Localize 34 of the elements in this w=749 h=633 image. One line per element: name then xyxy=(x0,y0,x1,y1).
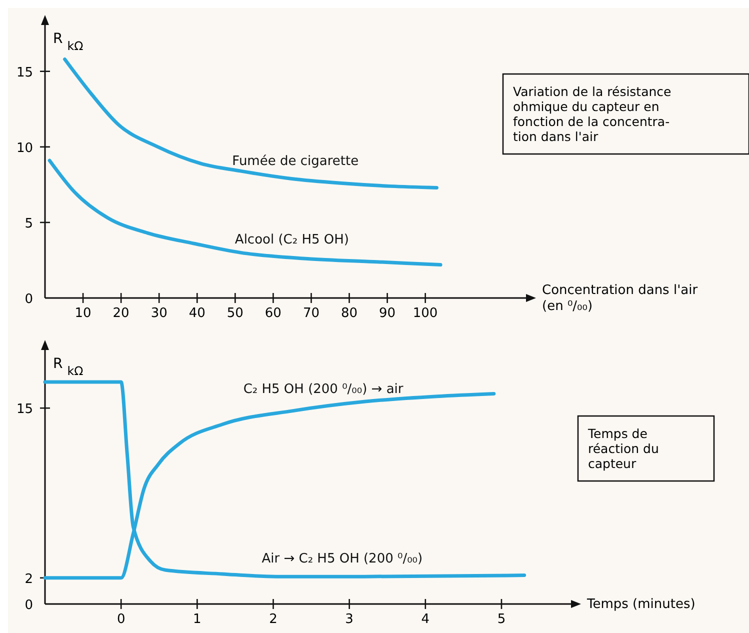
y-tick-label: 10 xyxy=(16,140,33,156)
series-label: C₂ H5 OH (200 ⁰/₀₀) → air xyxy=(243,382,404,397)
x-axis-title: Temps (minutes) xyxy=(586,597,696,612)
series-label: Alcool (C₂ H5 OH) xyxy=(234,232,349,248)
y-axis-title: R $_{kΩ}$ xyxy=(53,31,84,53)
x-tick-label: 0 xyxy=(116,612,126,627)
x-tick-label: 90 xyxy=(379,306,396,321)
x-tick-label: 20 xyxy=(112,306,130,321)
y-tick-label: 15 xyxy=(16,65,33,80)
x-tick-label: 50 xyxy=(226,306,244,321)
x-tick-label: 30 xyxy=(150,306,168,321)
series-label: Air → C₂ H5 OH (200 ⁰/₀₀) xyxy=(262,552,423,567)
x-tick-label: 3 xyxy=(345,612,354,627)
x-tick-label: 70 xyxy=(302,306,320,321)
x-tick-label: 40 xyxy=(188,306,206,321)
y-axis-title: R $_{kΩ}$ xyxy=(53,356,84,378)
y-tick-label: 0 xyxy=(24,292,33,307)
x-tick-label: 5 xyxy=(497,612,506,627)
y-tick-label: 0 xyxy=(24,598,33,613)
y-tick-label: 2 xyxy=(24,572,33,587)
x-tick-label: 4 xyxy=(421,612,430,627)
x-tick-label: 80 xyxy=(340,306,358,321)
x-axis-title: Concentration dans l'air (en ⁰/₀₀) xyxy=(542,283,698,314)
x-tick-label: 2 xyxy=(269,612,278,627)
annotation: Variation de la résistance ohmique du capteur en fonction de la concentra- tion dans l'air xyxy=(513,84,672,144)
x-tick-label: 60 xyxy=(264,306,282,321)
x-tick-label: 1 xyxy=(193,612,202,627)
y-tick-label: 5 xyxy=(24,216,33,232)
line-series xyxy=(63,58,438,190)
y-tick-label: 15 xyxy=(16,402,33,418)
x-tick-label: 100 xyxy=(412,306,438,321)
series-label: Fumée de cigarette xyxy=(232,154,359,170)
x-tick-label: 10 xyxy=(74,306,92,321)
text: Temps de réaction du capteur xyxy=(587,426,659,471)
